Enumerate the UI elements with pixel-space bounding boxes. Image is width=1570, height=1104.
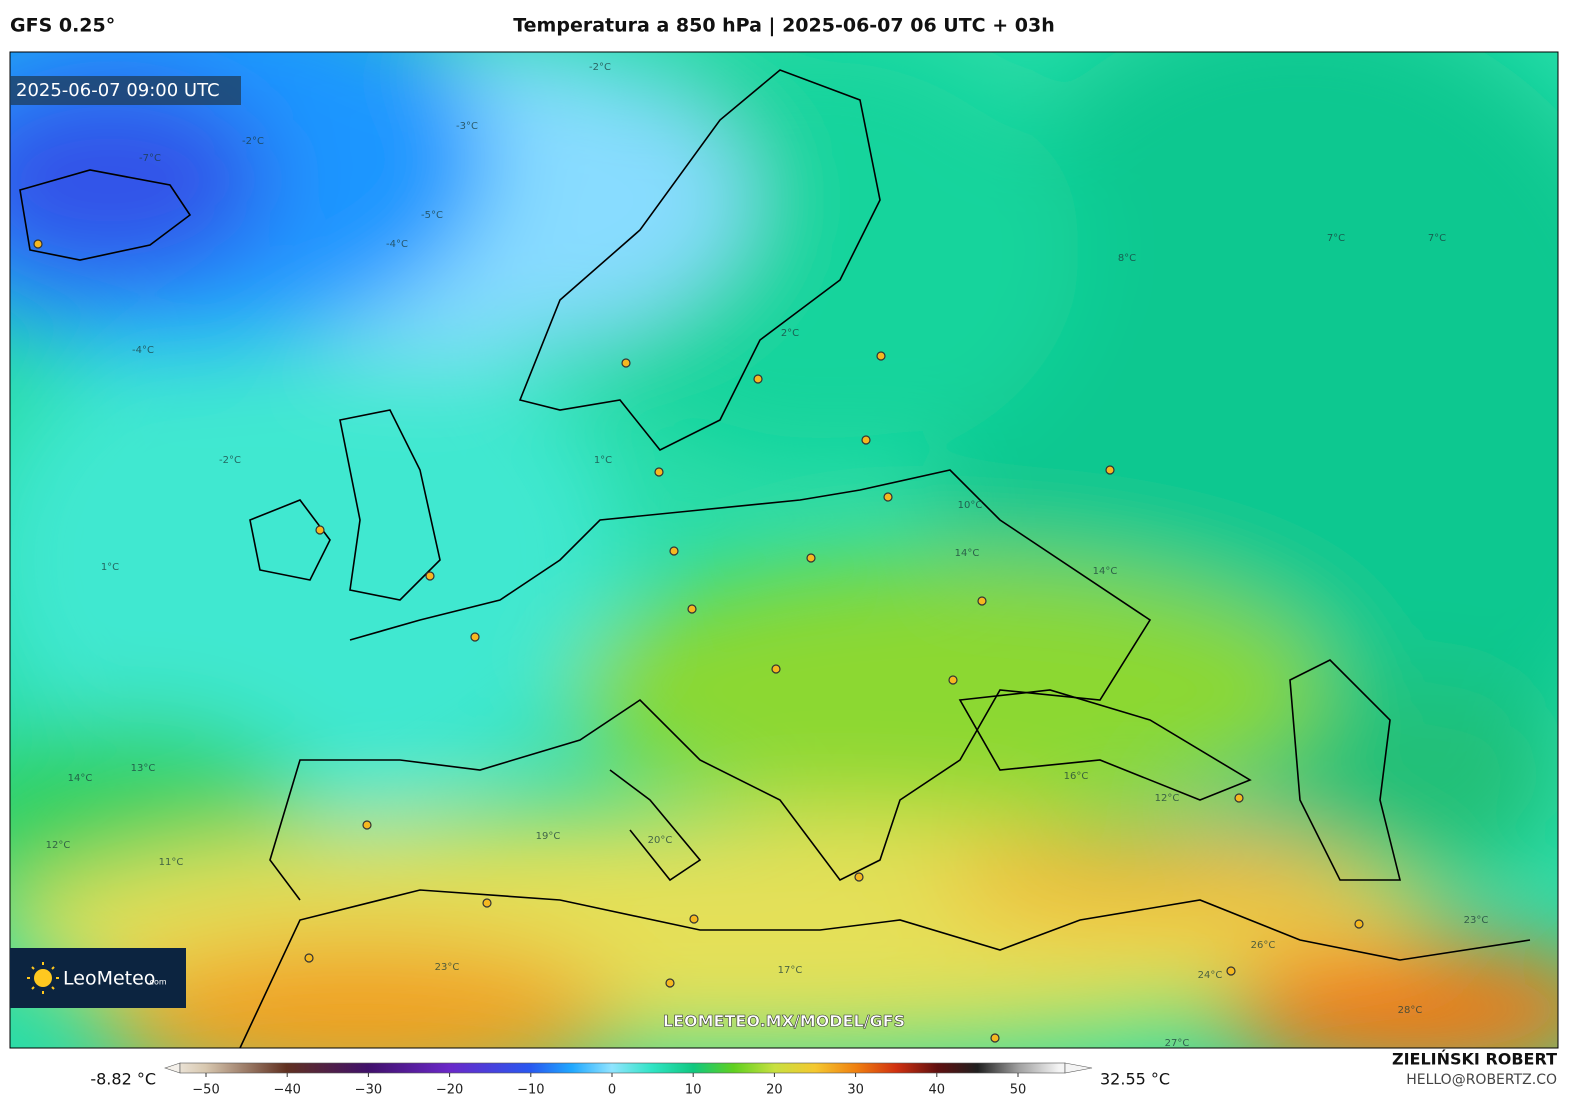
contour-label: 14°C	[1093, 566, 1118, 577]
contour-label: 27°C	[1165, 1038, 1190, 1049]
contour-label: 8°C	[1118, 253, 1136, 264]
model-name: GFS 0.25°	[10, 15, 115, 37]
contour-label: 12°C	[1155, 793, 1180, 804]
colorbar-tick-label: 20	[766, 1083, 783, 1098]
contour-label: 1°C	[594, 455, 612, 466]
contour-label: 1°C	[101, 562, 119, 573]
contour-label: 19°C	[536, 831, 561, 842]
contour-label: 14°C	[955, 548, 980, 559]
contour-label: -5°C	[421, 210, 443, 221]
contour-label: 7°C	[1327, 233, 1345, 244]
contour-label: 26°C	[1251, 940, 1276, 951]
colorbar-tick-label: 50	[1010, 1083, 1027, 1098]
colorbar-tick-label: −40	[273, 1083, 300, 1098]
contour-label: 20°C	[648, 835, 673, 846]
contour-label: 7°C	[1428, 233, 1446, 244]
colorbar-tick-label: −10	[517, 1083, 544, 1098]
city-markers	[33, 239, 1364, 1043]
colorbar-min: -8.82 °C	[90, 1070, 156, 1089]
contour-label: 2°C	[781, 328, 799, 339]
colorbar-tick-label: 10	[685, 1083, 702, 1098]
colorbar-tick-label: −20	[436, 1083, 463, 1098]
colorbar-tick-label: 0	[608, 1083, 616, 1098]
contour-label: -2°C	[242, 136, 264, 147]
contour-label: 16°C	[1064, 771, 1089, 782]
colorbar: −50 −40 −30 −20 −10 0 10 20 30 40 50	[164, 1062, 1093, 1098]
contour-labels: -2°C -2°C -3°C -7°C -5°C -4°C -4°C -2°C 1°C 1°C 2°…	[46, 62, 1489, 1049]
logo-name: LeoMeteo	[63, 968, 155, 990]
contour-label: 10°C	[958, 500, 983, 511]
colorbar-tick-label: 30	[847, 1083, 864, 1098]
logo-suffix: .com	[147, 978, 167, 987]
contour-label: -7°C	[139, 153, 161, 164]
email: HELLO@ROBERTZ.CO	[1406, 1072, 1557, 1088]
timestamp-box	[10, 76, 241, 105]
map-title: Temperatura a 850 hPa | 2025-06-07 06 UT…	[513, 15, 1055, 37]
coastlines	[19, 69, 1531, 1048]
author: ZIELIŃSKI ROBERT	[1392, 1050, 1557, 1069]
map-frame	[9, 51, 1559, 1049]
timestamp: 2025-06-07 09:00 UTC	[16, 80, 220, 101]
contour-label: 14°C	[68, 773, 93, 784]
contour-label: 28°C	[1398, 1005, 1423, 1016]
contour-label: 13°C	[131, 763, 156, 774]
contour-label: 17°C	[778, 965, 803, 976]
contour-label: 11°C	[159, 857, 184, 868]
colorbar-tick-label: 40	[929, 1083, 946, 1098]
colorbar-tick-label: −50	[192, 1083, 219, 1098]
contour-label: -2°C	[589, 62, 611, 73]
contour-label: -3°C	[456, 121, 478, 132]
watermark: LEOMETEO.MX/MODEL/GFS	[663, 1012, 905, 1031]
contour-label: 12°C	[46, 840, 71, 851]
contour-label: 23°C	[435, 962, 460, 973]
contour-label: -4°C	[132, 345, 154, 356]
contour-label: -2°C	[219, 455, 241, 466]
contour-label: 24°C	[1198, 970, 1223, 981]
logo: LeoMeteo .com	[10, 948, 186, 1008]
colorbar-tick-label: −30	[355, 1083, 382, 1098]
colorbar-max: 32.55 °C	[1100, 1070, 1170, 1089]
contour-label: 23°C	[1464, 915, 1489, 926]
contour-label: -4°C	[386, 239, 408, 250]
